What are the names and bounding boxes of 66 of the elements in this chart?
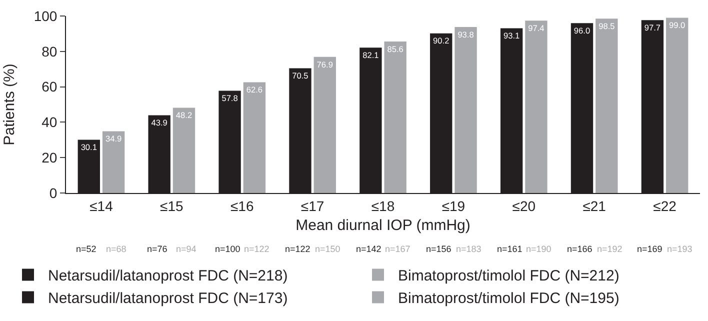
y-axis-title: Patients (%) <box>1 64 18 146</box>
text: n=150 <box>315 244 340 254</box>
text: n=156 <box>426 244 452 254</box>
text: n=166 <box>567 244 592 254</box>
bar <box>525 20 548 193</box>
y-tick-label: 0 <box>49 184 58 201</box>
x-axis-title: Mean diurnal IOP (mmHg) <box>296 216 470 234</box>
text: n=76 <box>147 244 168 254</box>
x-tick-label: ≤22 <box>653 198 677 214</box>
data-label: 85.6 <box>387 44 404 54</box>
x-tick-label: ≤15 <box>160 198 184 214</box>
bar <box>314 56 336 193</box>
x-tick-label: ≤20 <box>512 198 536 214</box>
bar <box>243 82 266 193</box>
text: n=183 <box>456 244 482 254</box>
text: n=190 <box>526 244 552 254</box>
x-tick-label: ≤21 <box>582 198 606 214</box>
text: n=142 <box>356 244 382 254</box>
data-label: 97.4 <box>528 22 545 33</box>
text: n=192 <box>597 244 622 254</box>
data-label: 30.1 <box>80 142 98 152</box>
text: n=94 <box>176 244 196 254</box>
x-tick-label: ≤14 <box>90 198 114 214</box>
y-tick-label: 20 <box>42 150 58 166</box>
data-label: 82.1 <box>362 50 380 60</box>
y-tick-label: 100 <box>34 8 58 24</box>
data-label: 34.9 <box>105 134 122 144</box>
text: n=167 <box>385 244 410 254</box>
y-tick-label: 60 <box>42 78 58 95</box>
legend-label: Bimatoprost/timolol FDC (N=195) <box>398 290 620 308</box>
legend-label: Bimatoprost/timolol FDC (N=212) <box>398 268 620 285</box>
text: n=52 <box>76 244 96 254</box>
data-label: 93.8 <box>458 29 474 40</box>
data-label: 93.1 <box>503 30 520 41</box>
data-label: 96.0 <box>574 25 590 36</box>
x-tick-label: ≤19 <box>442 198 466 214</box>
y-tick-label: 80 <box>42 43 58 60</box>
y-tick-label: 40 <box>42 114 58 130</box>
data-label: 43.9 <box>151 118 168 128</box>
data-label: 62.6 <box>246 84 263 95</box>
legend-label: Netarsudil/latanoprost FDC (N=218) <box>48 268 288 285</box>
text: n=100 <box>215 244 240 254</box>
data-label: 98.5 <box>598 21 616 32</box>
text: n=122 <box>285 244 310 254</box>
legend-label: Netarsudil/latanoprost FDC (N=173) <box>48 290 288 308</box>
bar <box>172 108 196 193</box>
text: n=68 <box>106 244 126 254</box>
bar <box>596 18 618 193</box>
data-label: 97.7 <box>644 22 661 32</box>
data-label: 48.2 <box>176 110 192 120</box>
data-label: 90.2 <box>433 36 450 46</box>
bar <box>666 18 688 193</box>
data-label: 99.0 <box>669 20 686 30</box>
data-label: 76.9 <box>316 59 334 70</box>
data-label: 70.5 <box>292 70 309 81</box>
bar <box>454 26 477 193</box>
text: n=122 <box>244 244 270 254</box>
text: n=193 <box>667 244 692 254</box>
x-tick-label: ≤16 <box>230 198 254 214</box>
data-label: 57.8 <box>222 93 238 104</box>
text: n=161 <box>497 244 522 254</box>
bar <box>384 41 406 193</box>
text: n=169 <box>637 244 662 254</box>
bar <box>102 131 125 193</box>
x-tick-label: ≤18 <box>371 198 395 214</box>
x-tick-label: ≤17 <box>300 198 324 214</box>
